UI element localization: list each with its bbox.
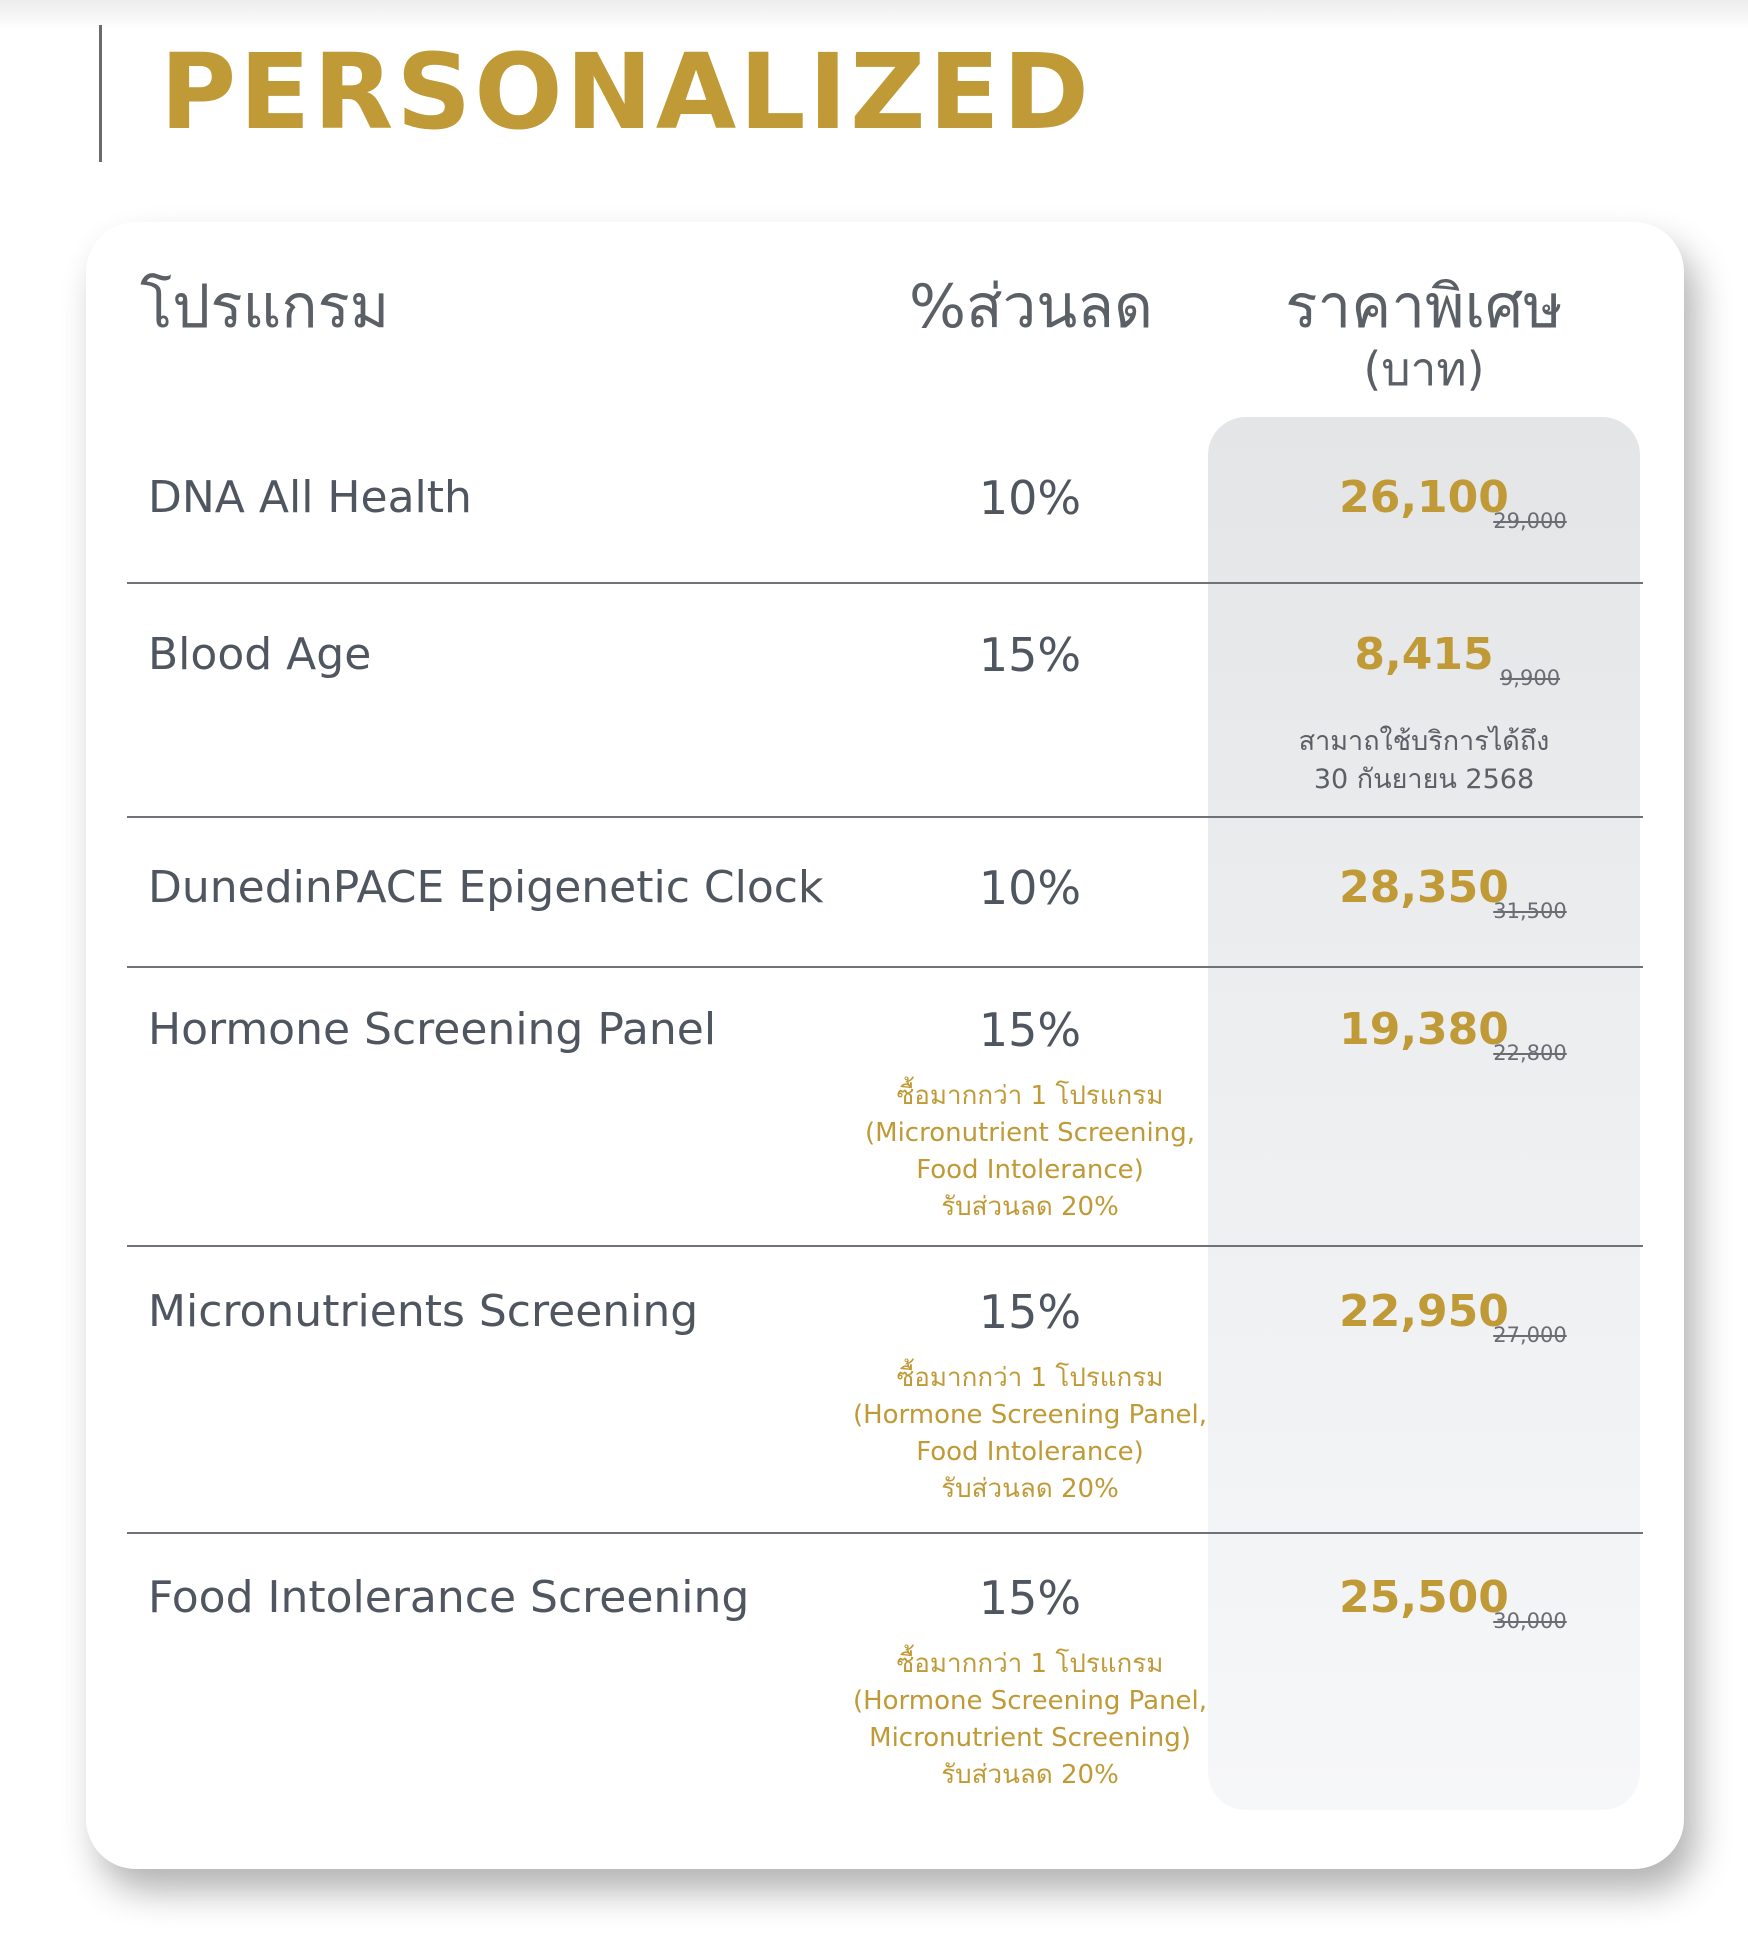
row-divider	[127, 816, 1643, 818]
program-name: DunedinPACE Epigenetic Clock	[148, 862, 824, 913]
program-name: DNA All Health	[148, 472, 472, 523]
availability-note-line: 30 กันยายน 2568	[1313, 764, 1535, 795]
original-price: 9,900	[1499, 666, 1561, 690]
discount-percent: 15%	[978, 1285, 1082, 1339]
discount-percent: 15%	[978, 628, 1082, 682]
original-price: 29,000	[1493, 509, 1567, 533]
discount-percent: 15%	[978, 1571, 1082, 1625]
special-price: 26,100	[1339, 472, 1509, 523]
bundle-promo-line: (Micronutrient Screening,	[865, 1118, 1195, 1148]
program-name: Blood Age	[148, 629, 372, 680]
price-column-highlight	[1208, 417, 1640, 1810]
original-price: 30,000	[1493, 1609, 1567, 1633]
bundle-promo-line: ซื้อมากกว่า 1 โปรแกรม	[896, 1363, 1164, 1393]
original-price: 22,800	[1493, 1041, 1567, 1065]
availability-note: สามาถใช้บริการได้ถึง 30 กันยายน 2568	[1208, 723, 1640, 799]
discount-percent: 10%	[978, 471, 1082, 525]
special-price: 8,415	[1354, 629, 1494, 680]
row-divider	[127, 1532, 1643, 1534]
discount-percent: 15%	[978, 1003, 1082, 1057]
bundle-promo-line: Food Intolerance)	[916, 1437, 1144, 1467]
header-discount: %ส่วนลด	[908, 272, 1154, 342]
row-divider	[127, 582, 1643, 584]
bundle-promo: ซื้อมากกว่า 1 โปรแกรม (Hormone Screening…	[830, 1360, 1230, 1508]
bundle-promo-line: รับส่วนลด 20%	[941, 1474, 1119, 1504]
special-price: 19,380	[1339, 1004, 1509, 1055]
bundle-promo: ซื้อมากกว่า 1 โปรแกรม (Micronutrient Scr…	[830, 1078, 1230, 1226]
row-divider	[127, 966, 1643, 968]
original-price: 31,500	[1493, 899, 1567, 923]
header-program: โปรแกรม	[140, 272, 390, 342]
original-price: 27,000	[1493, 1323, 1567, 1347]
header-price-unit: (บาท)	[1363, 342, 1485, 396]
program-name: Food Intolerance Screening	[148, 1572, 750, 1623]
bundle-promo-line: Micronutrient Screening)	[869, 1723, 1191, 1753]
availability-note-line: สามาถใช้บริการได้ถึง	[1298, 726, 1550, 757]
page-title: PERSONALIZED	[160, 31, 1092, 153]
bundle-promo-line: (Hormone Screening Panel,	[852, 1400, 1208, 1430]
special-price: 25,500	[1339, 1572, 1509, 1623]
bundle-promo: ซื้อมากกว่า 1 โปรแกรม (Hormone Screening…	[830, 1646, 1230, 1794]
bundle-promo-line: รับส่วนลด 20%	[941, 1192, 1119, 1222]
bundle-promo-line: ซื้อมากกว่า 1 โปรแกรม	[896, 1081, 1164, 1111]
bundle-promo-line: (Hormone Screening Panel,	[852, 1686, 1208, 1716]
top-fade	[0, 0, 1748, 30]
program-name: Hormone Screening Panel	[148, 1004, 717, 1055]
header-special-price: ราคาพิเศษ	[1285, 272, 1563, 342]
title-accent-bar	[99, 25, 102, 162]
row-divider	[127, 1245, 1643, 1247]
special-price: 22,950	[1339, 1286, 1509, 1337]
bundle-promo-line: ซื้อมากกว่า 1 โปรแกรม	[896, 1649, 1164, 1679]
special-price: 28,350	[1339, 862, 1509, 913]
bundle-promo-line: รับส่วนลด 20%	[941, 1760, 1119, 1790]
bundle-promo-line: Food Intolerance)	[916, 1155, 1144, 1185]
program-name: Micronutrients Screening	[148, 1286, 699, 1337]
discount-percent: 10%	[978, 861, 1082, 915]
